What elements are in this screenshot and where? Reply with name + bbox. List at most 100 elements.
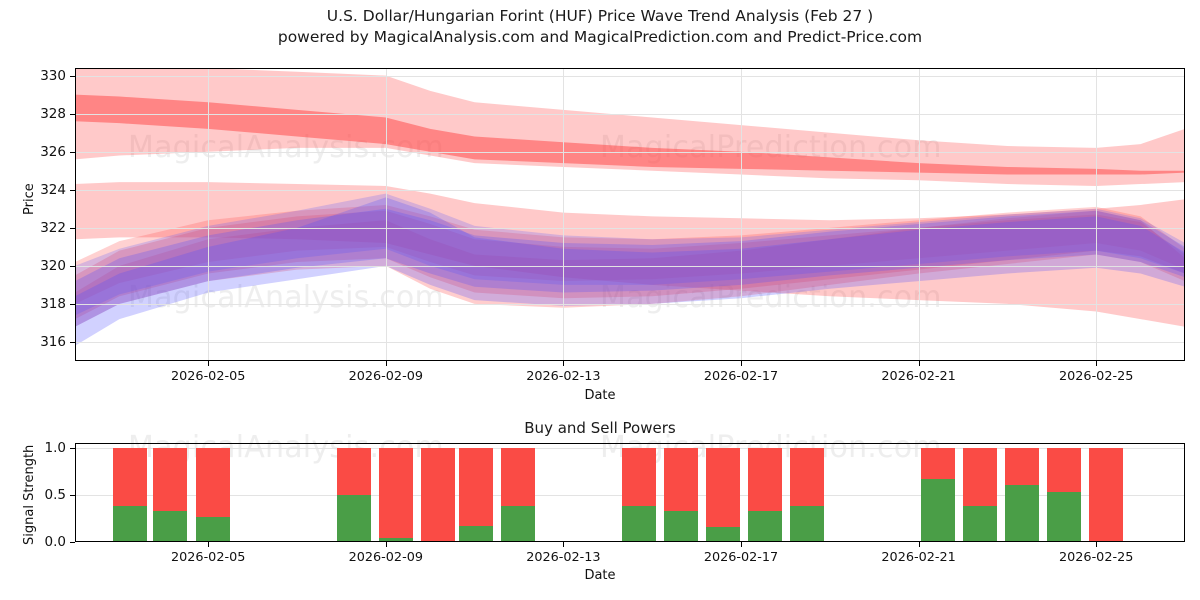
x-tick-label: 2026-02-21	[881, 369, 956, 384]
signal-bar[interactable]	[113, 447, 147, 542]
x-tick-label: 2026-02-09	[348, 369, 423, 384]
signal-bar[interactable]	[1005, 447, 1039, 542]
buy-sell-frame	[75, 443, 1185, 542]
x-tick-mark	[1096, 361, 1098, 366]
y-tick-mark	[70, 265, 75, 267]
x-tick-label: 2026-02-21	[881, 550, 956, 565]
signal-bar[interactable]	[337, 447, 371, 542]
x-tick-mark	[385, 542, 387, 547]
y-tick-label: 330	[40, 67, 66, 84]
x-tick-label: 2026-02-25	[1059, 550, 1134, 565]
signal-bar[interactable]	[421, 447, 455, 542]
buy-power-segment	[337, 494, 371, 542]
signal-bar[interactable]	[501, 447, 535, 542]
y-tick-mark	[70, 447, 75, 449]
price-band-wave-red-1	[75, 210, 1185, 320]
y-tick-mark	[70, 75, 75, 77]
y-tick-label: 316	[40, 333, 66, 350]
y-tick-label: 0.0	[44, 534, 66, 550]
sell-power-segment	[1005, 447, 1039, 486]
y-tick-mark	[70, 151, 75, 153]
y-tick-mark	[70, 494, 75, 496]
price-wave-bands	[75, 68, 1185, 346]
y-tick-label: 1.0	[44, 439, 66, 456]
y-tick-label: 318	[40, 295, 66, 312]
gridline-vertical	[385, 68, 387, 361]
buy-power-segment	[1047, 492, 1081, 542]
x-tick-label: 2026-02-25	[1059, 369, 1134, 384]
sell-power-segment	[748, 447, 782, 511]
y-tick-mark	[70, 303, 75, 305]
sell-power-segment	[963, 447, 997, 507]
x-tick-label: 2026-02-05	[171, 550, 246, 565]
sell-power-segment	[196, 447, 230, 517]
y-tick-mark	[70, 227, 75, 229]
x-tick-mark	[208, 361, 210, 366]
signal-bar[interactable]	[153, 447, 187, 542]
y-tick-label: 324	[40, 181, 66, 198]
signal-bar[interactable]	[1047, 447, 1081, 542]
buy-sell-plot-area	[75, 443, 1185, 542]
gridline-horizontal	[75, 113, 1185, 115]
buy-power-segment	[501, 506, 535, 542]
page-title: U.S. Dollar/Hungarian Forint (HUF) Price…	[326, 7, 874, 25]
buy-power-segment	[459, 525, 493, 542]
x-tick-mark	[918, 542, 920, 547]
x-tick-label: 2026-02-17	[703, 369, 779, 384]
price-band-wave-red-2	[75, 210, 1185, 327]
x-tick-mark	[741, 361, 742, 366]
buy-power-segment	[664, 510, 698, 542]
signal-axis-y-label: Signal Strength	[22, 444, 37, 545]
signal-bar[interactable]	[196, 447, 230, 542]
gridline-vertical	[918, 68, 920, 361]
signal-bar[interactable]	[790, 447, 824, 542]
signal-bar[interactable]	[664, 447, 698, 542]
x-tick-mark	[741, 542, 742, 547]
signal-bar[interactable]	[963, 447, 997, 542]
price-wave-frame	[75, 68, 1185, 361]
y-tick-label: 0.5	[44, 486, 66, 503]
sell-power-segment	[337, 447, 371, 495]
signal-bar[interactable]	[921, 447, 955, 542]
x-tick-mark	[385, 361, 387, 366]
y-tick-mark	[70, 341, 75, 343]
sell-power-segment	[622, 447, 656, 507]
price-band-resistance-band-outer	[75, 68, 1185, 186]
price-band-support-band-outer	[75, 182, 1185, 327]
sell-power-segment	[790, 447, 824, 507]
x-tick-label: 2026-02-17	[703, 550, 779, 565]
x-tick-mark	[918, 361, 920, 366]
x-tick-label: 2026-02-09	[348, 550, 423, 565]
price-band-wave-blue-2	[75, 197, 1185, 346]
x-tick-mark	[1096, 542, 1098, 547]
gridline-horizontal	[75, 341, 1185, 343]
signal-bar[interactable]	[459, 447, 493, 542]
signal-bar[interactable]	[748, 447, 782, 542]
sell-power-segment	[1089, 447, 1123, 542]
gridline-vertical	[1096, 68, 1098, 361]
price-band-wave-blue-1	[75, 208, 1185, 327]
signal-bar[interactable]	[706, 447, 740, 542]
signal-bar[interactable]	[379, 447, 413, 542]
gridline-horizontal	[75, 227, 1185, 229]
sell-power-segment	[459, 447, 493, 526]
price-wave-plot-area	[75, 68, 1185, 361]
buy-power-segment	[196, 516, 230, 542]
x-tick-label: 2026-02-05	[171, 369, 246, 384]
signal-bar[interactable]	[622, 447, 656, 542]
gridline-vertical	[563, 68, 565, 361]
buy-power-segment	[622, 506, 656, 542]
buy-sell-powers-panel	[75, 443, 1185, 542]
buy-power-segment	[153, 510, 187, 542]
price-axis-y-label: Price	[22, 183, 37, 215]
sell-power-segment	[153, 447, 187, 511]
price-axis-x-label: Date	[584, 388, 616, 403]
sell-power-segment	[421, 447, 455, 542]
x-tick-mark	[563, 542, 565, 547]
sell-power-segment	[113, 447, 147, 507]
sell-power-segment	[379, 447, 413, 539]
y-tick-label: 326	[40, 143, 66, 160]
gridline-horizontal	[75, 303, 1185, 305]
signal-bar[interactable]	[1089, 447, 1123, 542]
